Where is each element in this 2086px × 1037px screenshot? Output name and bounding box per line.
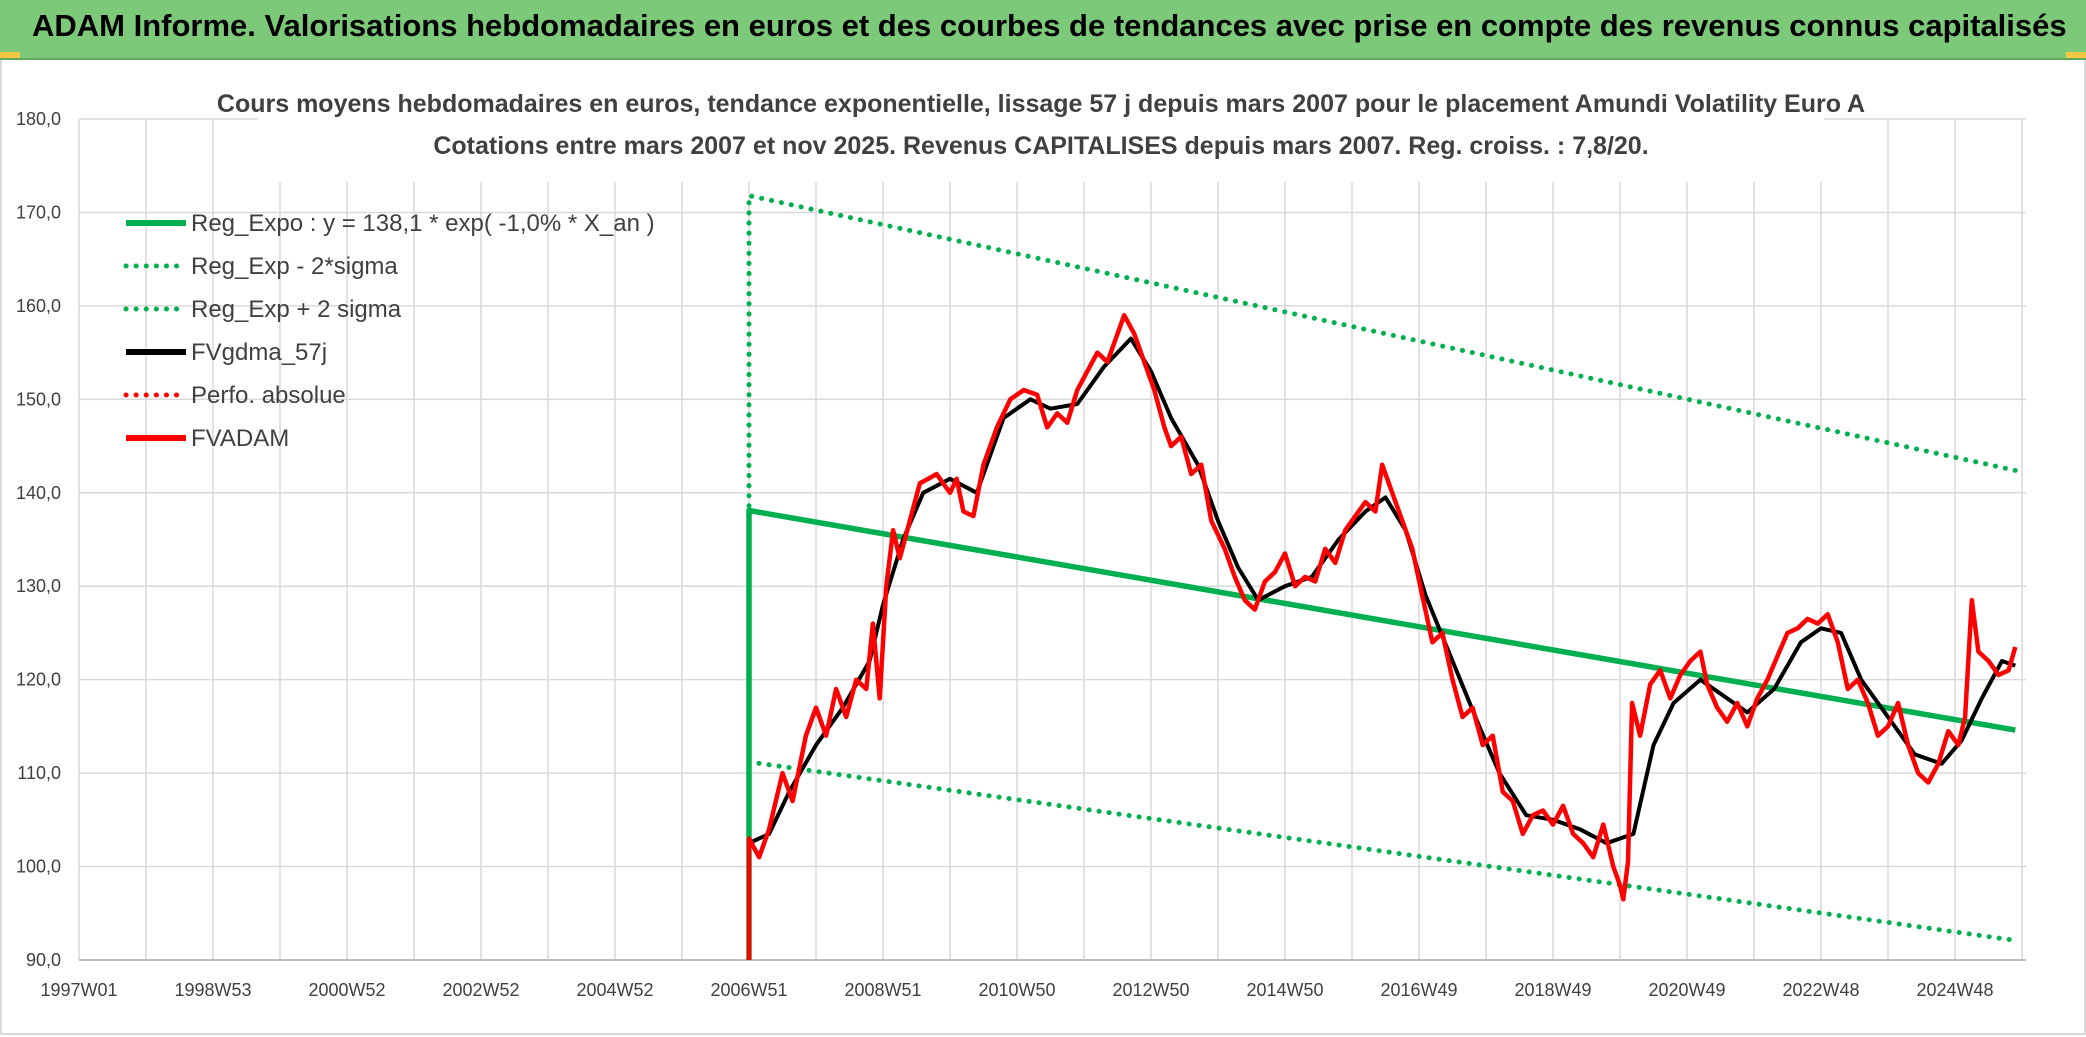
report-banner: ADAM Informe. Valorisations hebdomadaire… — [0, 0, 2086, 60]
report-title: ADAM Informe. Valorisations hebdomadaire… — [32, 8, 2067, 43]
series-line-2 — [746, 193, 2018, 509]
y-axis-ticks: 90,0 100,0 110,0 120,0 130,0 140,0 150,0 160,0 1… — [16, 109, 61, 970]
x-tick-label: 2018W49 — [1514, 980, 1591, 1000]
x-tick-label: 2010W50 — [978, 980, 1055, 1000]
legend-label: Reg_Exp - 2*sigma — [191, 253, 398, 280]
legend-label: FVgdma_57j — [191, 339, 327, 366]
legend-label: Perfo. absolue — [191, 382, 346, 409]
y-tick-label: 130,0 — [16, 576, 61, 596]
chart-subtitle: Cotations entre mars 2007 et nov 2025. R… — [433, 132, 1648, 160]
x-tick-label: 2000W52 — [308, 980, 385, 1000]
chart-area: 90,0 100,0 110,0 120,0 130,0 140,0 150,0 160,0 1… — [16, 86, 2026, 1000]
legend-label: FVADAM — [191, 425, 289, 452]
series-line-3 — [748, 336, 2016, 846]
x-tick-label: 1997W01 — [40, 980, 117, 1000]
y-tick-label: 100,0 — [16, 857, 61, 877]
series-lines — [746, 193, 2018, 960]
title-backdrop — [258, 86, 1824, 182]
x-tick-label: 2004W52 — [576, 980, 653, 1000]
x-tick-label: 2016W49 — [1380, 980, 1457, 1000]
x-tick-label: 2012W50 — [1112, 980, 1189, 1000]
y-tick-label: 120,0 — [16, 670, 61, 690]
series-line-5 — [746, 312, 2018, 960]
x-tick-label: 2020W49 — [1648, 980, 1725, 1000]
y-tick-label: 160,0 — [16, 296, 61, 316]
x-tick-label: 2022W48 — [1782, 980, 1859, 1000]
chart-title: Cours moyens hebdomadaires en euros, ten… — [217, 90, 1865, 118]
chart-frame — [0, 60, 2086, 1035]
y-tick-label: 90,0 — [26, 950, 61, 970]
x-tick-label: 2024W48 — [1916, 980, 1993, 1000]
corner-accent-left — [0, 52, 20, 58]
x-tick-label: 2006W51 — [710, 980, 787, 1000]
y-tick-label: 170,0 — [16, 202, 61, 222]
series-line-0 — [746, 507, 2016, 960]
y-tick-label: 180,0 — [16, 109, 61, 129]
y-tick-label: 140,0 — [16, 483, 61, 503]
legend: Reg_Expo : y = 138,1 * exp( -1,0% * X_an… — [123, 210, 655, 452]
legend-label: Reg_Expo : y = 138,1 * exp( -1,0% * X_an… — [191, 210, 655, 237]
corner-accent-right — [2066, 52, 2086, 58]
y-tick-label: 150,0 — [16, 389, 61, 409]
x-axis-ticks: 1997W01 1998W53 2000W52 2002W52 2004W52 2006W… — [40, 980, 1993, 1000]
y-tick-label: 110,0 — [17, 763, 61, 783]
x-tick-label: 1998W53 — [174, 980, 251, 1000]
x-tick-label: 2014W50 — [1246, 980, 1323, 1000]
series-line-1 — [746, 759, 2018, 943]
legend-label: Reg_Exp + 2 sigma — [191, 296, 402, 323]
grid — [78, 118, 2026, 961]
x-tick-label: 2008W51 — [844, 980, 921, 1000]
x-tick-label: 2002W52 — [442, 980, 519, 1000]
